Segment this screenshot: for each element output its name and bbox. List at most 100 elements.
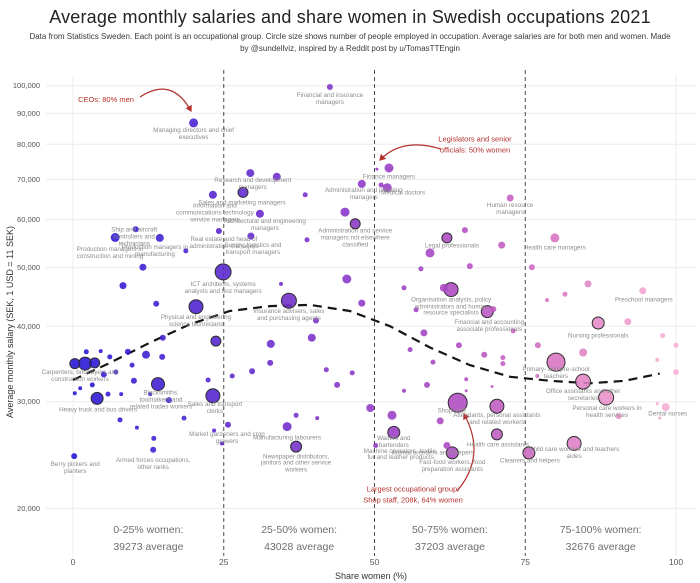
data-point [155,233,164,242]
data-point [373,443,379,448]
data-point [349,370,355,376]
data-point [219,441,224,446]
data-point [550,233,560,243]
data-point [447,392,468,413]
data-point [113,369,119,375]
data-point [205,377,211,383]
data-point [375,167,379,171]
data-point [545,298,549,303]
data-point [83,349,89,355]
data-point [267,359,274,366]
data-point [439,283,448,292]
data-point [357,179,366,188]
data-point [418,266,424,272]
x-axis-title: Share women (%) [334,571,408,581]
data-point [302,192,308,198]
data-point [658,416,662,420]
data-point [189,118,199,128]
data-point [387,425,401,439]
data-point [464,389,468,393]
data-point [326,84,333,90]
data-point [334,381,341,388]
data-point [430,359,436,365]
data-point [181,415,187,421]
data-point [579,348,588,357]
data-point [139,263,147,271]
data-point [90,391,104,405]
data-point [490,385,494,388]
data-point [229,373,235,379]
annotation-arrow [379,144,442,161]
data-point [215,228,222,234]
data-point [382,183,392,193]
data-point [279,281,283,286]
data-point [425,248,435,258]
data-point [349,218,361,230]
data-point [528,264,535,271]
data-point [366,404,375,412]
data-point [566,436,582,451]
data-point [249,368,256,375]
data-point [402,388,406,393]
trend-line [72,303,660,385]
data-point [655,402,659,406]
data-point [100,371,107,378]
data-point [655,357,660,362]
data-point [119,282,127,290]
data-point [210,335,222,347]
annotation-arrow [139,88,192,113]
data-point [130,377,137,384]
data-point [598,389,615,406]
data-point [246,169,255,178]
data-point [591,316,605,330]
data-point [500,355,506,361]
data-point [358,299,366,307]
data-point [562,291,568,297]
data-point [510,328,516,334]
data-point [445,446,459,460]
data-point [225,421,231,428]
data-point [546,352,566,372]
data-point [506,194,514,202]
data-point [255,209,264,218]
data-point [323,367,329,373]
data-point [378,182,384,188]
data-point [78,386,83,391]
chart-title: Average monthly salaries and share women… [49,7,651,27]
data-point [407,347,413,353]
data-point [384,163,394,173]
data-point [522,446,536,460]
data-point [424,381,430,388]
data-point [89,357,101,369]
data-point [183,248,189,254]
data-point [153,300,160,307]
data-point [159,353,166,360]
data-point [134,425,139,430]
data-point [673,369,679,376]
data-point [498,241,506,249]
data-point [124,348,131,355]
data-point [304,237,310,243]
data-point [110,233,120,242]
data-point [441,232,453,244]
data-point [290,440,303,453]
data-point [89,382,95,388]
data-point [71,453,78,460]
y-axis-title: Average monthly salary (SEK, 1 USD = 11 … [5,226,15,419]
data-point [148,392,153,397]
data-point [266,339,275,348]
data-point [188,299,204,315]
data-point [575,373,592,390]
data-point [661,403,670,412]
data-point [500,361,506,367]
data-point [464,377,469,382]
chart-subtitle: Data from Statistics Sweden. Each point … [29,32,671,53]
data-point [489,398,505,414]
data-point [159,334,166,341]
data-point [272,172,281,181]
data-point [401,285,407,291]
data-point [69,358,81,370]
data-point [165,397,172,404]
data-point [615,413,622,420]
